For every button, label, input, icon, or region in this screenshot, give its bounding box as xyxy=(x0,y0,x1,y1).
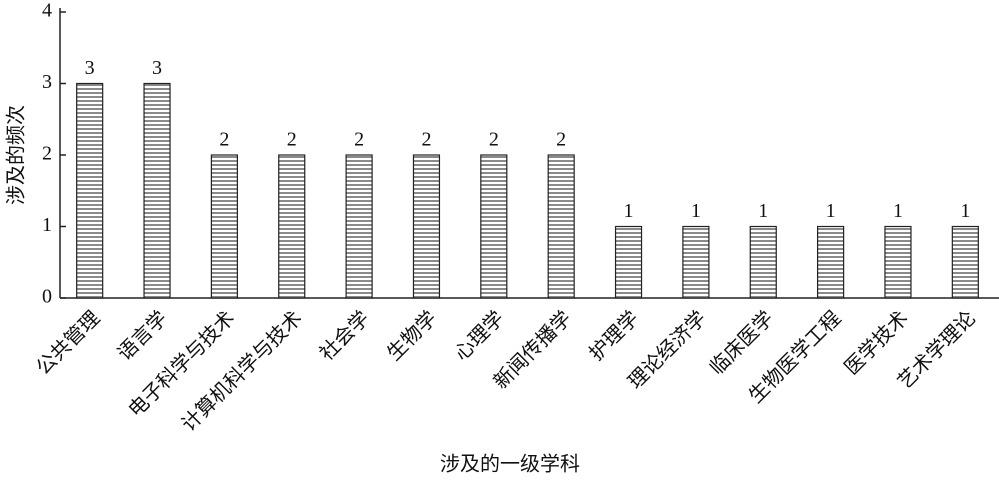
bar xyxy=(278,154,306,299)
bar xyxy=(143,82,171,299)
y-tick-label: 3 xyxy=(42,71,52,93)
value-label: 3 xyxy=(85,57,95,79)
x-tick-label: 临床医学 xyxy=(705,307,778,380)
x-axis-title: 涉及的一级学科 xyxy=(440,453,580,476)
x-tick-label: 生物学 xyxy=(383,307,442,366)
value-label: 3 xyxy=(152,57,162,79)
value-label: 1 xyxy=(691,200,701,222)
bar xyxy=(547,154,575,299)
bar xyxy=(480,154,508,299)
y-axis-title: 涉及的频次 xyxy=(5,105,28,205)
value-label: 2 xyxy=(421,129,431,151)
bar xyxy=(817,225,845,299)
value-label: 1 xyxy=(758,200,768,222)
value-label: 2 xyxy=(556,129,566,151)
y-tick-label: 0 xyxy=(42,286,52,308)
bar xyxy=(76,82,104,299)
value-label: 1 xyxy=(826,200,836,222)
y-tick-label: 1 xyxy=(42,214,52,236)
x-tick-label: 语言学 xyxy=(113,307,172,366)
x-tick-label: 公共管理 xyxy=(32,307,105,380)
bar xyxy=(749,225,777,299)
value-label: 2 xyxy=(489,129,499,151)
value-label: 1 xyxy=(893,200,903,222)
value-label: 1 xyxy=(960,200,970,222)
x-tick-label: 护理学 xyxy=(585,307,644,366)
value-label: 2 xyxy=(354,129,364,151)
x-tick-label: 心理学 xyxy=(450,307,509,366)
y-tick-label: 2 xyxy=(42,143,52,165)
x-tick-label: 社会学 xyxy=(315,307,374,366)
value-label: 2 xyxy=(219,129,229,151)
x-tick-label: 计算机科学与技术 xyxy=(177,307,306,436)
bar xyxy=(614,225,643,299)
bar xyxy=(210,154,238,299)
bar xyxy=(951,225,979,299)
bar xyxy=(884,225,912,299)
bar xyxy=(345,154,373,299)
value-label: 2 xyxy=(287,129,297,151)
value-label: 1 xyxy=(624,200,634,222)
bar xyxy=(412,154,441,299)
bar xyxy=(682,225,710,299)
y-tick-label: 4 xyxy=(42,0,52,22)
x-tick-label: 医学技术 xyxy=(840,307,913,380)
